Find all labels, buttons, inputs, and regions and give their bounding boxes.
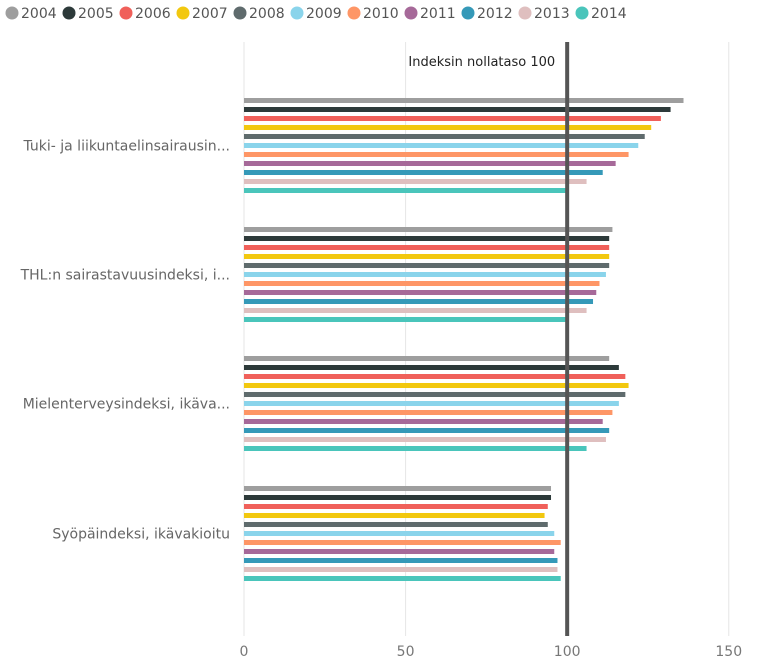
bar-2011[interactable]	[244, 419, 603, 424]
legend-marker	[290, 6, 304, 20]
legend-label: 2011	[420, 6, 456, 22]
bar-2012[interactable]	[244, 299, 594, 304]
bar-2008[interactable]	[244, 522, 548, 527]
legend: 2004 2005 2006 2007 2008 2009 2010 2011 2012 2013…	[5, 6, 627, 22]
x-axis-ticks: 0 50 100 150	[240, 644, 743, 660]
legend-marker	[5, 6, 19, 20]
bars	[244, 98, 684, 581]
bar-2013[interactable]	[244, 437, 606, 442]
x-tick-label: 150	[715, 644, 742, 660]
legend-item-2009[interactable]: 2009	[290, 6, 342, 22]
bar-2011[interactable]	[244, 549, 555, 554]
category-label: Syöpäindeksi, ikävakioitu	[52, 527, 230, 543]
bar-2006[interactable]	[244, 374, 626, 379]
legend-marker	[119, 6, 133, 20]
legend-label: 2012	[477, 6, 513, 22]
legend-marker	[404, 6, 418, 20]
bar-2009[interactable]	[244, 143, 639, 148]
bar-2010[interactable]	[244, 152, 629, 157]
legend-item-2010[interactable]: 2010	[347, 6, 399, 22]
bar-2009[interactable]	[244, 531, 555, 536]
bar-2012[interactable]	[244, 558, 558, 563]
legend-item-2007[interactable]: 2007	[176, 6, 228, 22]
legend-item-2013[interactable]: 2013	[518, 6, 570, 22]
legend-label: 2008	[249, 6, 285, 22]
legend-item-2011[interactable]: 2011	[404, 6, 456, 22]
bar-2004[interactable]	[244, 486, 552, 491]
category-labels: Tuki- ja liikuntaelinsairausin... THL:n s…	[20, 139, 230, 543]
legend-marker	[62, 6, 76, 20]
legend-label: 2014	[591, 6, 627, 22]
category-label: THL:n sairastavuusindeksi, i...	[20, 268, 230, 284]
bar-2009[interactable]	[244, 401, 619, 406]
x-tick-label: 100	[554, 644, 581, 660]
bar-2014[interactable]	[244, 188, 568, 193]
legend-item-2012[interactable]: 2012	[461, 6, 513, 22]
bar-2010[interactable]	[244, 281, 600, 286]
legend-marker	[347, 6, 361, 20]
bar-2004[interactable]	[244, 356, 610, 361]
legend-label: 2004	[21, 6, 57, 22]
bar-2005[interactable]	[244, 365, 619, 370]
x-tick-label: 50	[397, 644, 415, 660]
reference-line-group: Indeksin nollataso 100	[408, 42, 570, 636]
bar-2014[interactable]	[244, 446, 587, 451]
bar-2014[interactable]	[244, 317, 568, 322]
gridlines	[243, 42, 730, 636]
bar-2013[interactable]	[244, 179, 587, 184]
legend-label: 2006	[135, 6, 171, 22]
x-tick-label: 0	[240, 644, 249, 660]
legend-marker	[233, 6, 247, 20]
legend-marker	[518, 6, 532, 20]
legend-item-2006[interactable]: 2006	[119, 6, 171, 22]
bar-2013[interactable]	[244, 308, 587, 313]
bar-2008[interactable]	[244, 392, 626, 397]
bar-2008[interactable]	[244, 263, 610, 268]
bar-2010[interactable]	[244, 410, 613, 415]
category-label: Mielenterveysindeksi, ikäva...	[23, 397, 230, 413]
bar-2004[interactable]	[244, 227, 613, 232]
bar-2008[interactable]	[244, 134, 645, 139]
bar-2013[interactable]	[244, 567, 558, 572]
legend-marker	[176, 6, 190, 20]
bar-2007[interactable]	[244, 125, 652, 130]
reference-line-label: Indeksin nollataso 100	[408, 55, 555, 70]
bar-2005[interactable]	[244, 495, 552, 500]
bar-2006[interactable]	[244, 504, 548, 509]
legend-label: 2010	[363, 6, 399, 22]
legend-item-2004[interactable]: 2004	[5, 6, 57, 22]
bar-2010[interactable]	[244, 540, 561, 545]
legend-label: 2005	[78, 6, 114, 22]
bar-2011[interactable]	[244, 161, 616, 166]
bar-2006[interactable]	[244, 116, 661, 121]
legend-item-2014[interactable]: 2014	[575, 6, 627, 22]
bar-2014[interactable]	[244, 576, 561, 581]
bar-2011[interactable]	[244, 290, 597, 295]
bar-2007[interactable]	[244, 383, 629, 388]
legend-item-2008[interactable]: 2008	[233, 6, 285, 22]
legend-marker	[575, 6, 589, 20]
bar-2012[interactable]	[244, 170, 603, 175]
bar-2004[interactable]	[244, 98, 684, 103]
legend-marker	[461, 6, 475, 20]
legend-label: 2007	[192, 6, 228, 22]
bar-2007[interactable]	[244, 254, 610, 259]
legend-label: 2009	[306, 6, 342, 22]
bar-2007[interactable]	[244, 513, 545, 518]
category-label: Tuki- ja liikuntaelinsairausin...	[22, 139, 230, 155]
bar-2012[interactable]	[244, 428, 610, 433]
bar-2005[interactable]	[244, 107, 671, 112]
legend-label: 2013	[534, 6, 570, 22]
bar-2006[interactable]	[244, 245, 610, 250]
bar-2005[interactable]	[244, 236, 610, 241]
bar-2009[interactable]	[244, 272, 606, 277]
legend-item-2005[interactable]: 2005	[62, 6, 114, 22]
